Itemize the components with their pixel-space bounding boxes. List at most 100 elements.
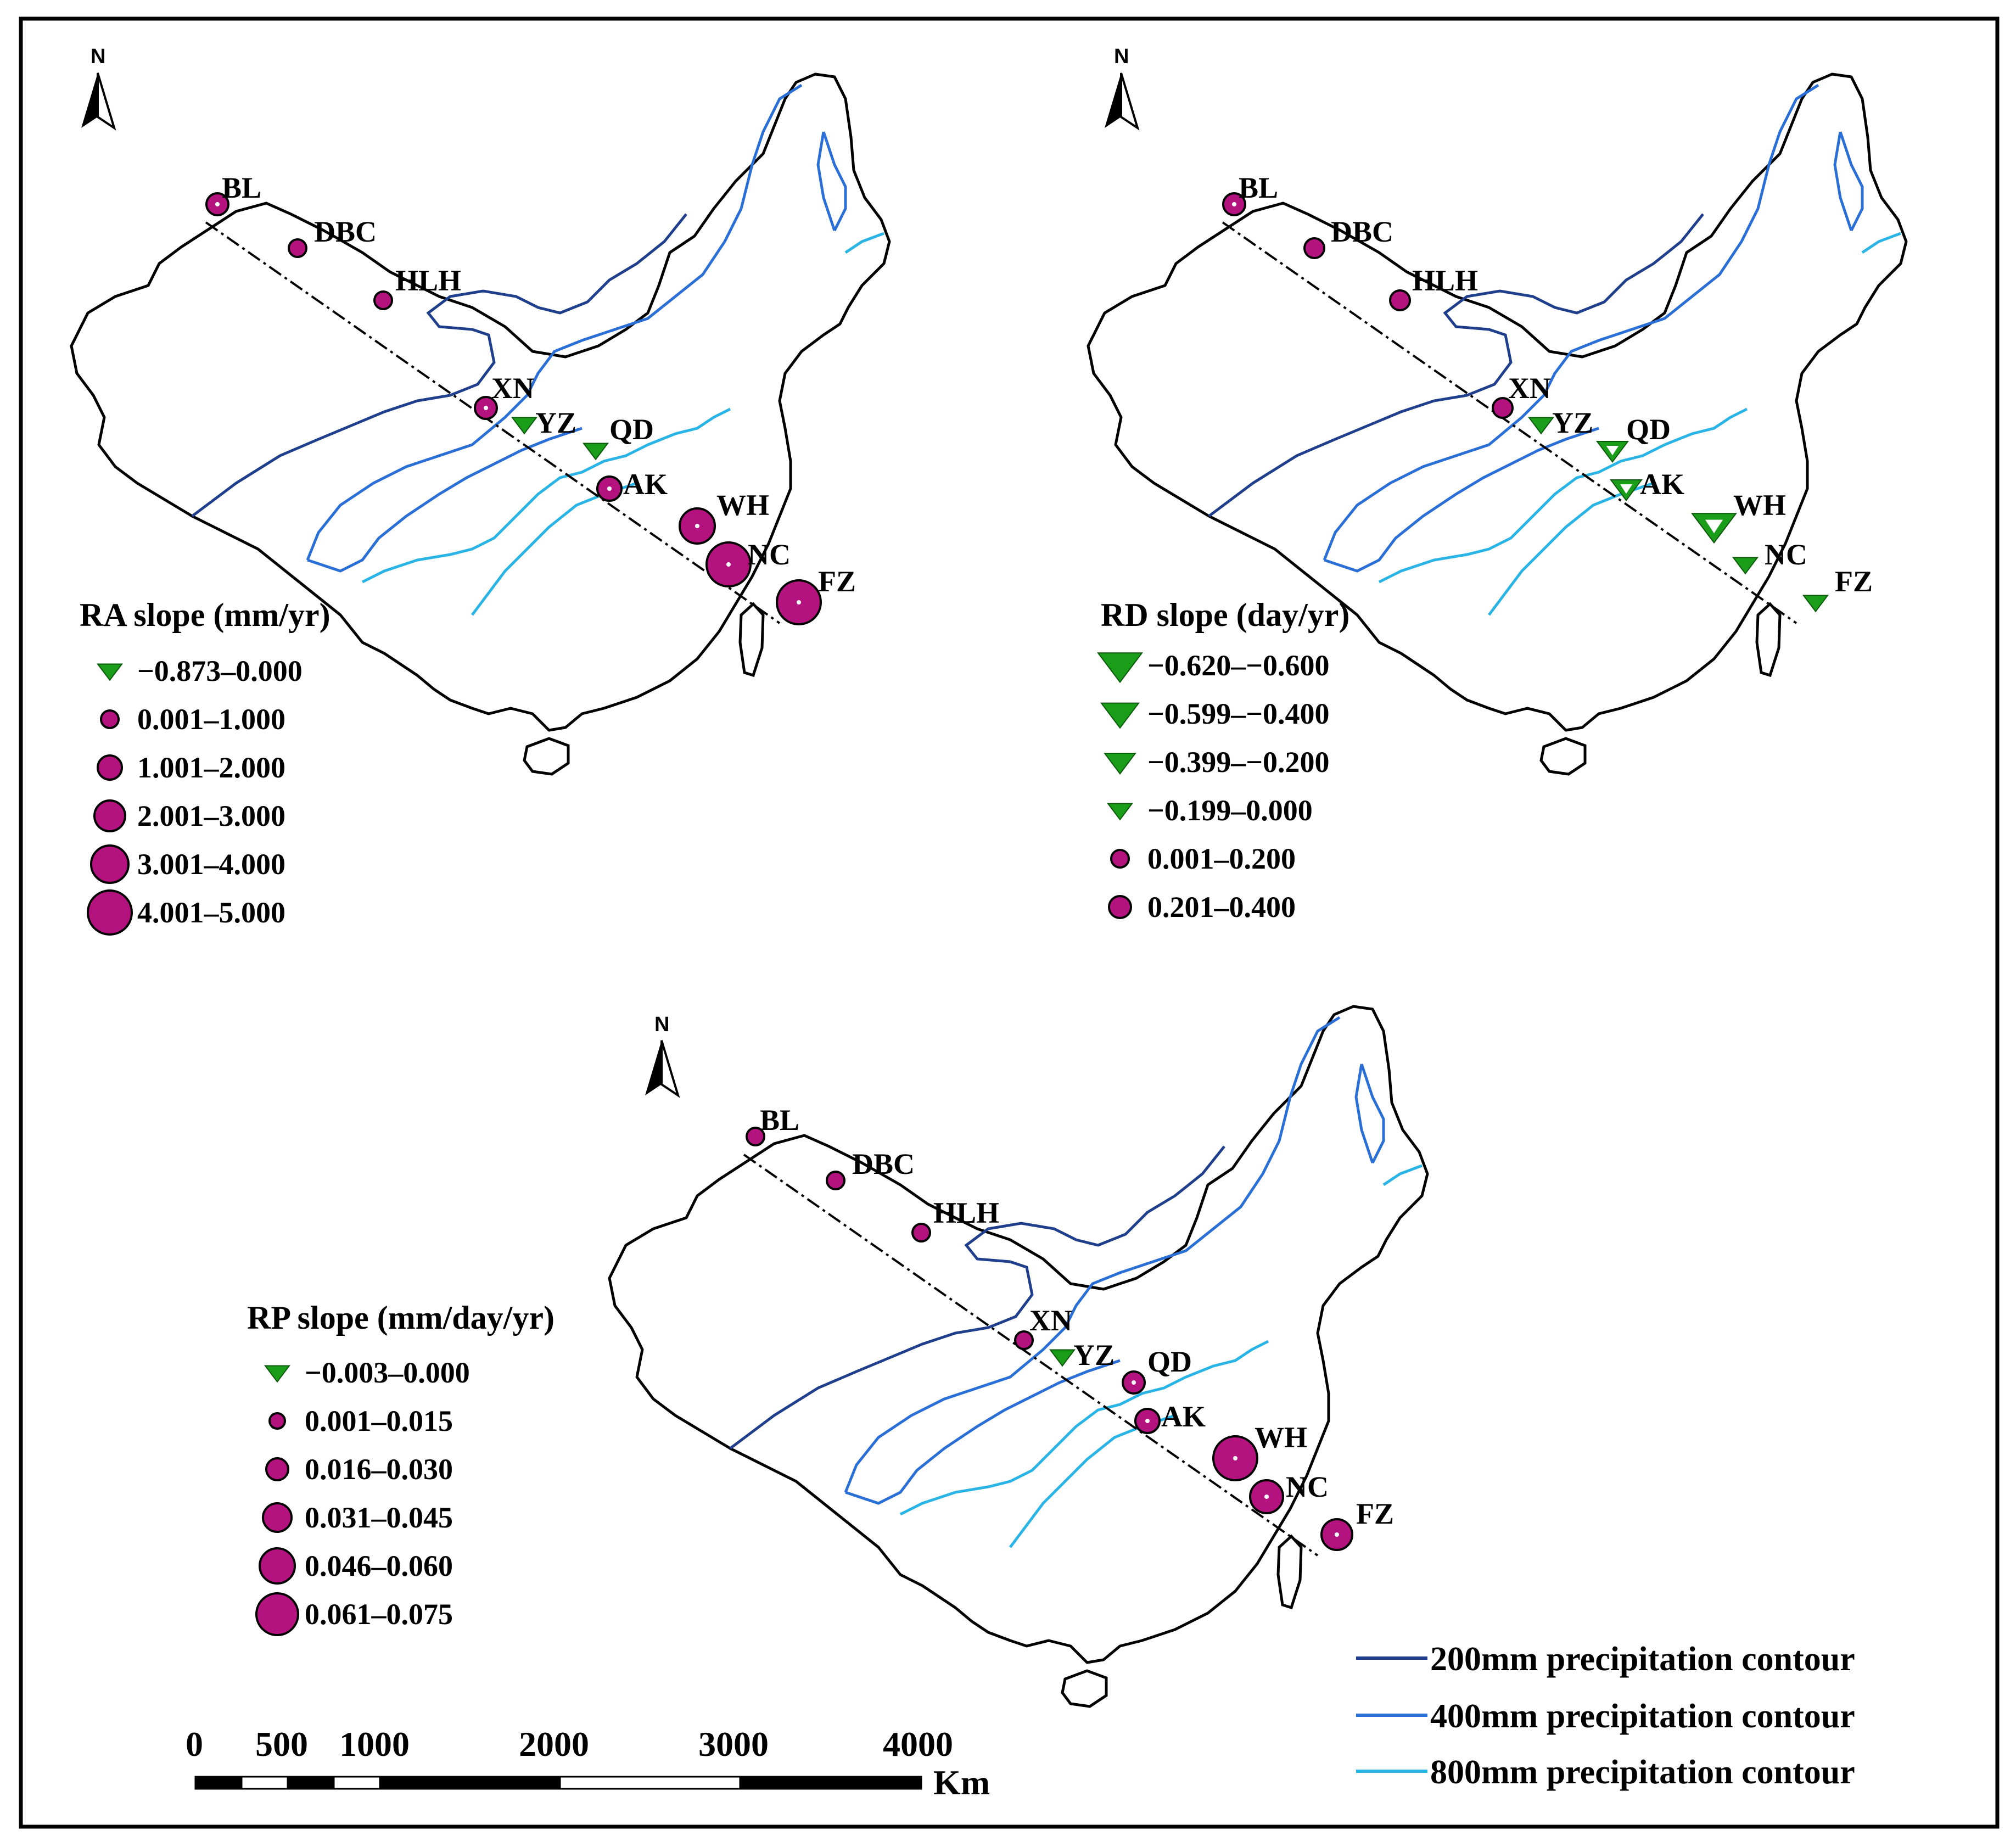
- legend-label: 3.001–4.000: [137, 848, 285, 881]
- station-marker-bl: [205, 192, 229, 216]
- station-label-xn: XN: [1029, 1304, 1072, 1337]
- north-arrow-icon: [80, 72, 115, 129]
- rp-legend-title: RP slope (mm/day/yr): [247, 1300, 555, 1336]
- legend-label: 0.061–0.075: [305, 1598, 453, 1631]
- station-marker-bl: [746, 1127, 765, 1146]
- legend-symbol: [264, 1365, 291, 1383]
- station-label-bl: BL: [760, 1104, 799, 1137]
- station-label-bl: BL: [222, 171, 261, 204]
- legend-symbol: [90, 844, 130, 884]
- station-label-bl: BL: [1239, 171, 1278, 204]
- legend-symbol: [1103, 753, 1137, 775]
- station-marker-hlh: [373, 290, 393, 310]
- station-marker-hlh: [911, 1223, 931, 1242]
- station-marker-nc: [1249, 1479, 1284, 1514]
- legend-symbol: [1108, 895, 1132, 919]
- station-marker-yz: [1049, 1349, 1076, 1367]
- station-marker-bl: [1222, 192, 1246, 216]
- legend-label: 0.031–0.045: [305, 1501, 453, 1534]
- scale-segment: [287, 1776, 335, 1790]
- legend-label: 0.046–0.060: [305, 1549, 453, 1582]
- rd-legend: −0.620–−0.600 −0.599–−0.400 −0.399–−0.200 −…: [1096, 649, 1330, 924]
- contour-800-label: 800mm precipitation contour: [1430, 1754, 1855, 1791]
- station-marker-yz: [511, 417, 538, 435]
- station-marker-dbc: [288, 238, 307, 258]
- legend-symbol: [100, 709, 120, 729]
- legend-symbol: [262, 1502, 293, 1533]
- station-label-qd: QD: [609, 413, 654, 446]
- station-label-wh: WH: [716, 489, 769, 522]
- scale-tick-label: 500: [255, 1725, 308, 1764]
- legend-symbol: [1106, 803, 1134, 821]
- station-label-ak: AK: [623, 468, 668, 501]
- north-arrow-icon: [1104, 72, 1139, 129]
- legend-label: −0.199–0.000: [1147, 794, 1313, 827]
- station-marker-nc: [1732, 557, 1759, 575]
- legend-symbol: [259, 1547, 296, 1585]
- station-label-nc: NC: [748, 538, 791, 571]
- rp-legend: −0.003–0.000 0.001–0.015 0.016–0.030 0.031–…: [255, 1356, 470, 1636]
- station-marker-qd: [1122, 1370, 1146, 1395]
- scale-tick-label: 0: [186, 1725, 203, 1764]
- station-marker-yz: [1527, 417, 1555, 435]
- station-label-nc: NC: [1765, 538, 1807, 571]
- scale-segment: [240, 1776, 289, 1790]
- ra-legend-title: RA slope (mm/yr): [80, 597, 331, 633]
- legend-symbol: [1100, 702, 1140, 729]
- station-marker-fz: [1320, 1518, 1353, 1551]
- north-label: N: [91, 45, 105, 68]
- station-marker-hlh: [1389, 289, 1411, 311]
- legend-symbol: [255, 1592, 299, 1636]
- legend-label: −0.003–0.000: [305, 1356, 470, 1389]
- scale-segment: [559, 1776, 741, 1790]
- station-label-qd: QD: [1147, 1345, 1192, 1378]
- legend-label: 0.001–0.200: [1147, 842, 1296, 875]
- scale-tick-label: 4000: [883, 1725, 953, 1764]
- scale-segment: [333, 1776, 381, 1790]
- ra-legend: −0.873–0.000 0.001–1.000 1.001–2.000 2.001–…: [87, 654, 303, 936]
- station-label-dbc: DBC: [314, 215, 377, 248]
- legend-symbol: [268, 1412, 286, 1430]
- station-marker-ak: [1609, 479, 1643, 501]
- station-marker-xn: [1492, 397, 1514, 419]
- station-marker-nc: [705, 541, 752, 587]
- station-marker-wh: [1690, 513, 1738, 544]
- scale-bar: 0 500 1000 2000 3000 4000 Km: [186, 1725, 990, 1802]
- station-label-nc: NC: [1286, 1470, 1329, 1503]
- legend-label: 1.001–2.000: [137, 751, 285, 784]
- station-marker-wh: [679, 507, 716, 545]
- scale-segment: [379, 1776, 561, 1790]
- station-label-fz: FZ: [1835, 565, 1873, 598]
- contour-legend: 200mm precipitation contour 400mm precip…: [1356, 1641, 1855, 1791]
- station-marker-fz: [776, 579, 822, 625]
- legend-symbol: [1096, 652, 1144, 684]
- station-marker-fz: [1802, 595, 1829, 613]
- legend-label: 0.201–0.400: [1147, 891, 1296, 924]
- station-label-ak: AK: [1161, 1400, 1206, 1433]
- scale-segment: [739, 1776, 922, 1790]
- legend-label: −0.399–−0.200: [1147, 746, 1330, 779]
- station-label-yz: YZ: [1552, 406, 1593, 439]
- station-label-xn: XN: [1508, 372, 1551, 405]
- legend-label: 0.001–1.000: [137, 703, 285, 736]
- station-label-hlh: HLH: [1412, 264, 1478, 297]
- station-label-hlh: HLH: [933, 1196, 999, 1229]
- contour-200-label: 200mm precipitation contour: [1430, 1641, 1855, 1678]
- station-marker-wh: [1212, 1435, 1258, 1481]
- figure-frame: [19, 16, 2000, 1829]
- station-marker-xn: [1014, 1330, 1034, 1350]
- station-label-dbc: DBC: [1331, 215, 1393, 248]
- legend-symbol: [1110, 849, 1130, 869]
- contour-400-label: 400mm precipitation contour: [1430, 1698, 1855, 1735]
- north-label: N: [654, 1013, 669, 1036]
- station-marker-xn: [474, 396, 498, 420]
- station-label-wh: WH: [1733, 489, 1786, 522]
- legend-label: 2.001–3.000: [137, 799, 285, 832]
- station-label-yz: YZ: [535, 406, 576, 439]
- legend-symbol: [265, 1457, 289, 1481]
- station-label-hlh: HLH: [395, 264, 461, 297]
- scale-tick-label: 1000: [339, 1725, 410, 1764]
- legend-symbol: [93, 799, 126, 832]
